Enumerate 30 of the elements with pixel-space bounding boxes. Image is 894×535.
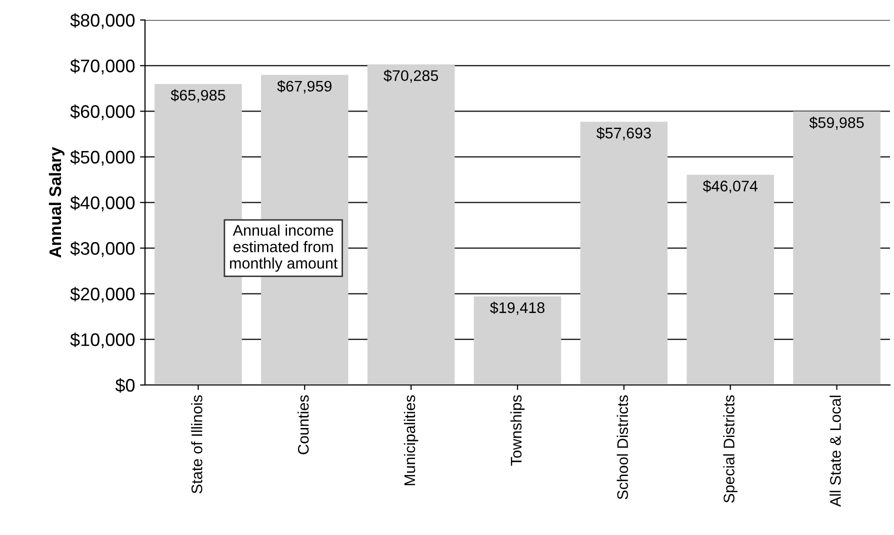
data-label: $65,985 — [170, 89, 226, 102]
data-label: $46,074 — [702, 180, 758, 194]
data-label: $57,693 — [596, 127, 651, 140]
x-tick-label: Counties — [298, 395, 309, 454]
x-tick-label: Municipalities — [404, 395, 418, 486]
data-label: $19,418 — [490, 302, 544, 315]
bar — [367, 64, 455, 385]
x-tick-label: Townships — [510, 395, 525, 466]
y-tick-label: $10,000 — [70, 332, 135, 348]
y-tick-label: $50,000 — [70, 150, 135, 166]
data-label: $59,985 — [809, 116, 864, 130]
x-tick-label: Special Districts — [723, 395, 738, 503]
y-tick-label: $80,000 — [70, 13, 135, 29]
bar — [580, 122, 668, 385]
x-tick-label: School Districts — [616, 395, 628, 500]
data-label: $70,285 — [384, 70, 438, 83]
data-label: $67,959 — [277, 80, 332, 94]
bar — [686, 174, 774, 385]
x-tick-label: All State & Local — [830, 396, 841, 507]
x-tick-label: State of Illinois — [191, 395, 202, 494]
y-tick-label: $70,000 — [70, 58, 135, 74]
bar — [474, 296, 562, 385]
y-tick-label: $30,000 — [70, 241, 135, 257]
y-axis-title: Annual Salary — [48, 147, 64, 258]
annotation: Annual income estimated from monthly amount — [230, 224, 338, 272]
y-tick-label: $60,000 — [70, 104, 135, 120]
bar — [793, 111, 880, 385]
y-tick-label: $20,000 — [70, 286, 135, 303]
y-tick-label: $40,000 — [70, 196, 135, 212]
y-tick-label: $0 — [115, 378, 135, 393]
